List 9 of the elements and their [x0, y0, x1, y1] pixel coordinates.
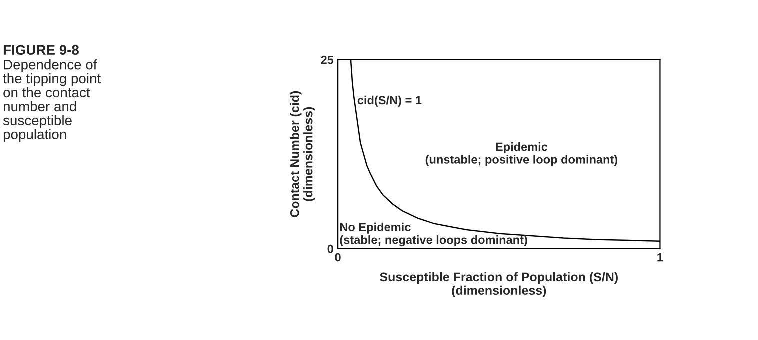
annotation: cid(S/N) = 1	[358, 96, 422, 107]
text: Dependence of the tipping point on the contact number and susceptible population	[3, 60, 101, 142]
y-tick-label: 25	[321, 56, 334, 64]
annotation: No Epidemic (stable; negative loops dominant)	[340, 222, 528, 247]
x-axis-title: Susceptible Fraction of Population (S/N) (dimensionless)	[380, 272, 618, 298]
annotation: Epidemic (unstable; positive loop dominant)	[426, 142, 618, 166]
x-tick-label: 1	[658, 253, 664, 262]
text: FIGURE 9-8	[4, 45, 80, 56]
y-axis-title: Contact Number (cid) (dimensionless)	[290, 91, 316, 218]
